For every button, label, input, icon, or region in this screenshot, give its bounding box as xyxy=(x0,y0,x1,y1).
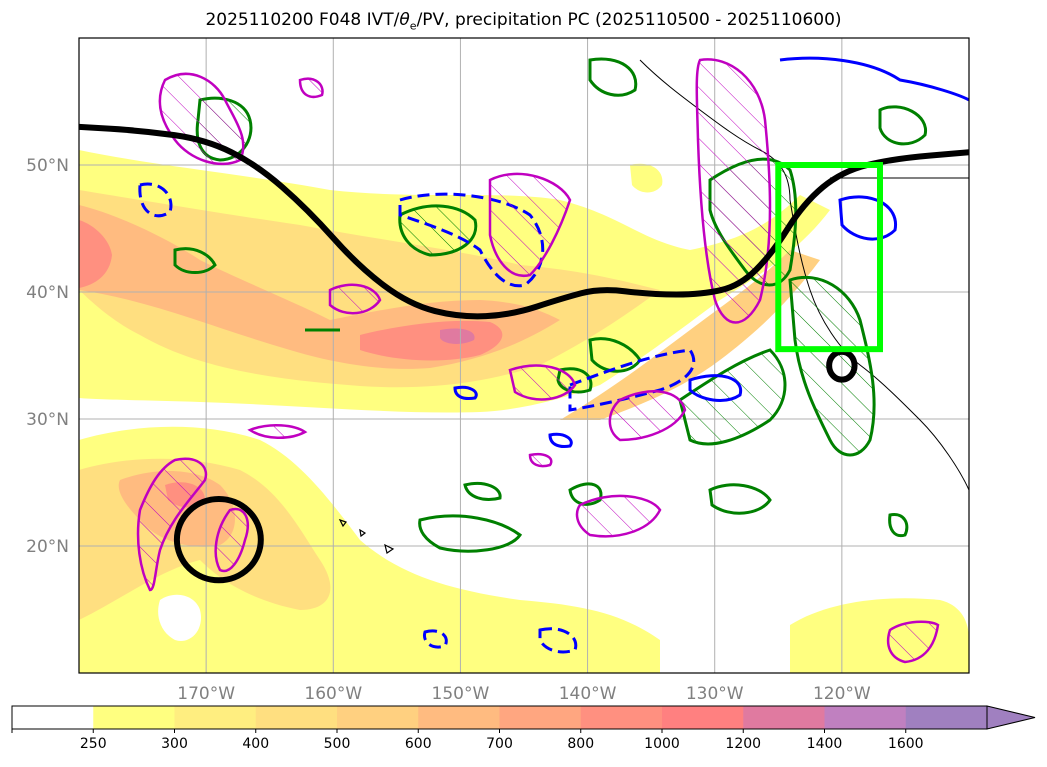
magenta-contour xyxy=(608,390,687,442)
blue-contour xyxy=(688,374,743,402)
magenta-contour xyxy=(298,77,324,99)
blue-contour xyxy=(138,182,173,218)
colorbar-tick-label: 700 xyxy=(486,736,513,752)
plot-frame xyxy=(78,37,970,674)
magenta-contour xyxy=(695,58,772,324)
blue-contour xyxy=(568,348,696,412)
colorbar-tick-label: 250 xyxy=(80,736,107,752)
green-contour xyxy=(398,204,478,257)
lat-tick-label: 30°N xyxy=(26,410,69,430)
magenta-contour xyxy=(575,494,662,538)
lat-tick-label: 50°N xyxy=(26,156,69,176)
lon-tick-label: 140°W xyxy=(559,684,617,704)
colorbar-tick-label: 800 xyxy=(567,736,594,752)
colorbar-segment xyxy=(662,706,744,729)
colorbar-tick-label: 1200 xyxy=(725,736,761,752)
green-contour xyxy=(173,247,217,274)
green-contour xyxy=(878,105,927,146)
blue-contour xyxy=(422,629,448,649)
contour-overlays xyxy=(79,56,969,664)
magenta-contour xyxy=(488,172,572,278)
magenta-contour xyxy=(508,364,577,401)
lon-tick-label: 150°W xyxy=(432,684,490,704)
magenta-contour xyxy=(247,424,308,439)
lon-tick-label: 160°W xyxy=(304,684,362,704)
colorbar-segment xyxy=(418,706,500,729)
magenta-contour xyxy=(214,507,249,573)
lon-tick-labels: 170°W 160°W 150°W 140°W 130°W 120°W xyxy=(177,684,871,704)
blue-contours xyxy=(138,56,969,654)
blue-contour xyxy=(779,56,969,102)
lon-tick-label: 130°W xyxy=(686,684,744,704)
magenta-contour xyxy=(328,283,382,315)
green-contour xyxy=(588,57,638,97)
black-jet-line xyxy=(79,123,969,320)
lat-tick-label: 20°N xyxy=(26,537,69,557)
ivt-coast-patch xyxy=(630,163,663,193)
colorbar-segment xyxy=(337,706,419,729)
lat-tick-label: 40°N xyxy=(26,283,69,303)
lon-tick-label: 170°W xyxy=(177,684,235,704)
colorbar-tick-label: 500 xyxy=(324,736,351,752)
blue-contour xyxy=(838,195,897,241)
colorbar-tick-label: 1000 xyxy=(644,736,680,752)
colorbar-tick-label: 1400 xyxy=(807,736,843,752)
colorbar-tick-label: 1600 xyxy=(888,736,924,752)
lat-tick-labels: 20°N 30°N 40°N 50°N xyxy=(26,156,69,557)
colorbar-tick-label: 600 xyxy=(405,736,432,752)
colorbar-tick-label: 400 xyxy=(242,736,269,752)
ivt-region-south-hole xyxy=(158,594,201,641)
blue-contour xyxy=(453,385,478,400)
colorbar-segment xyxy=(93,706,175,729)
magenta-contour xyxy=(136,457,208,592)
blue-contour xyxy=(548,432,573,448)
colorbar-segment xyxy=(174,706,257,729)
magenta-contour xyxy=(886,620,940,664)
colorbar-segment xyxy=(905,706,988,729)
colorbar-extend-arrow xyxy=(986,705,1036,730)
green-contour xyxy=(888,513,909,538)
green-contour xyxy=(418,514,523,553)
colorbar-segment xyxy=(255,706,338,729)
lon-tick-label: 120°W xyxy=(813,684,871,704)
ivt-region-north-peak xyxy=(440,328,475,344)
magenta-contour xyxy=(528,453,553,468)
magenta-contours xyxy=(136,58,940,664)
blue-contour xyxy=(538,627,578,654)
green-contour xyxy=(708,483,772,515)
green-contour xyxy=(678,348,787,446)
colorbar-segment xyxy=(499,706,582,729)
colorbar: 250 300 400 500 600 700 800 1000 1200 1400 1600 xyxy=(11,705,1036,752)
colorbar-segment xyxy=(743,706,825,729)
chart-title: 2025110200 F048 IVT/θe/PV, precipitation… xyxy=(205,10,842,33)
colorbar-segment xyxy=(824,706,907,729)
hawaii-islands xyxy=(338,518,395,554)
region-box xyxy=(775,162,883,353)
colorbar-segment xyxy=(12,706,94,729)
green-contour xyxy=(463,482,502,501)
colorbar-tick-label: 300 xyxy=(161,736,188,752)
colorbar-segment xyxy=(580,706,663,729)
black-ellipse xyxy=(173,496,264,584)
